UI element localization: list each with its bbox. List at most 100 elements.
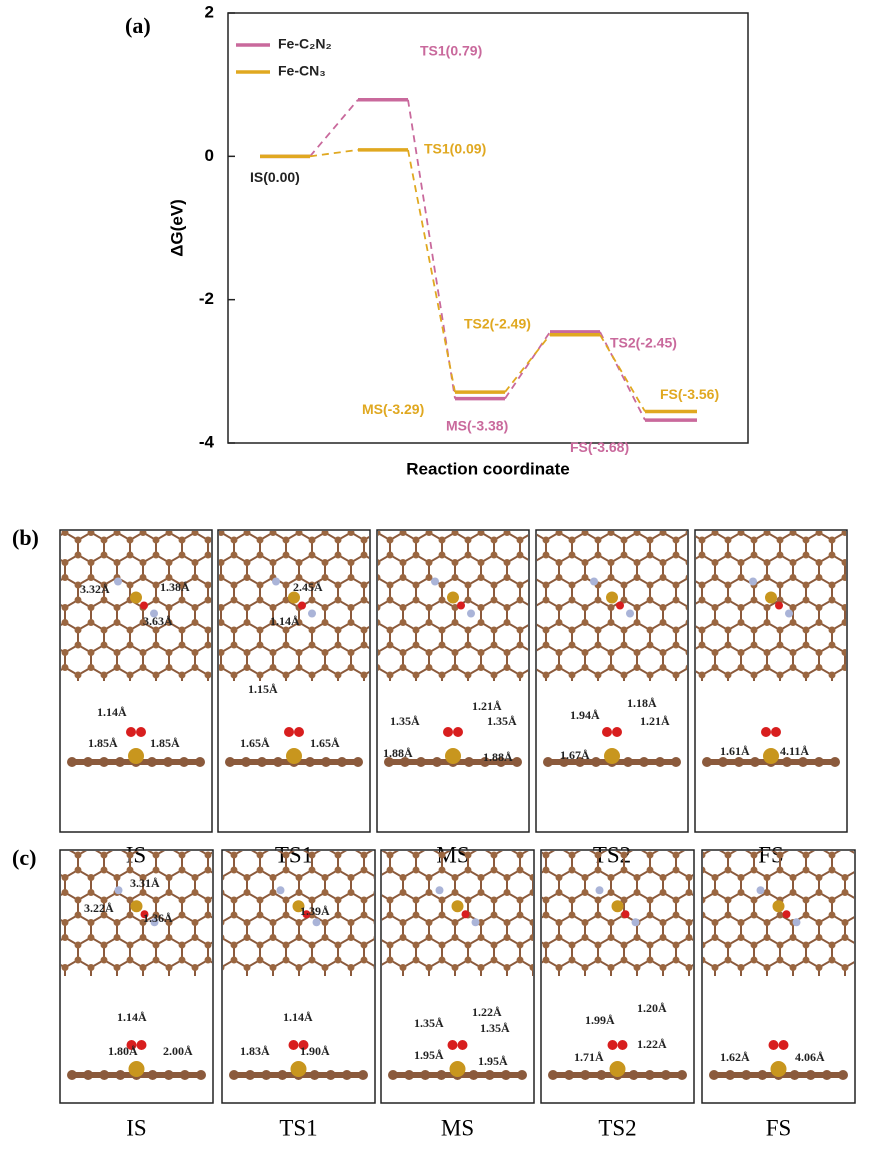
c-atom bbox=[464, 757, 474, 767]
o-atom bbox=[461, 910, 470, 919]
c-atom bbox=[147, 1070, 158, 1080]
c-atom bbox=[639, 757, 649, 767]
bond-length: 2.45Å bbox=[293, 580, 323, 594]
o-atom bbox=[447, 1040, 458, 1050]
panel-frame bbox=[540, 849, 695, 1104]
bond-length: 1.36Å bbox=[143, 911, 173, 925]
panel-caption: IS bbox=[126, 1115, 146, 1140]
n-atom bbox=[749, 577, 757, 586]
y-tick-label: 0 bbox=[205, 146, 214, 165]
c-atom bbox=[416, 757, 426, 767]
bond-length: 1.83Å bbox=[240, 1044, 270, 1058]
panel-frame bbox=[59, 529, 213, 833]
legend-label: Fe-CN₃ bbox=[278, 63, 326, 79]
value-label: FS(-3.68) bbox=[570, 439, 629, 455]
bond-length: 1.88Å bbox=[483, 750, 513, 764]
c-atom bbox=[814, 757, 824, 767]
fe-atom bbox=[445, 748, 461, 764]
c-atom bbox=[436, 1070, 447, 1080]
c-atom bbox=[580, 1070, 591, 1080]
connector bbox=[407, 149, 456, 393]
bond-length: 1.35Å bbox=[390, 714, 420, 728]
n-atom bbox=[467, 609, 475, 618]
c-atom bbox=[67, 757, 77, 767]
c-atom bbox=[358, 1070, 368, 1080]
bond-length: 1.85Å bbox=[88, 736, 118, 750]
c-atom bbox=[241, 757, 251, 767]
bond-length: 1.35Å bbox=[414, 1016, 444, 1030]
bond-length: 1.14Å bbox=[283, 1010, 313, 1024]
series: TS1(0.79) MS(-3.38) TS2(-2.45) FS(-3.68) bbox=[260, 42, 697, 455]
c-atom bbox=[591, 757, 601, 767]
lattice-top-view bbox=[378, 531, 528, 681]
bond-length: 1.14Å bbox=[117, 1010, 147, 1024]
lattice-top-view bbox=[696, 531, 846, 681]
o-atom bbox=[288, 1040, 299, 1050]
c-atom bbox=[337, 757, 347, 767]
o-atom bbox=[621, 910, 630, 919]
c-atom bbox=[305, 757, 315, 767]
c-atom bbox=[782, 757, 792, 767]
c-atom bbox=[496, 757, 506, 767]
c-atom bbox=[163, 1070, 174, 1080]
bond-length: 1.35Å bbox=[480, 1021, 510, 1035]
n-atom bbox=[471, 918, 480, 927]
o-atom bbox=[298, 1040, 309, 1050]
panel-caption: FS bbox=[766, 1115, 792, 1140]
panel-caption: TS1 bbox=[279, 1115, 317, 1140]
n-atom bbox=[626, 609, 634, 618]
panel-frame bbox=[221, 849, 376, 1104]
bond-length: 1.61Å bbox=[720, 744, 750, 758]
panel-frame bbox=[380, 849, 535, 1104]
fe-atom bbox=[763, 748, 779, 764]
c-atom bbox=[147, 757, 157, 767]
n-atom bbox=[435, 886, 444, 895]
o-atom bbox=[443, 727, 453, 737]
value-label: IS(0.00) bbox=[250, 169, 300, 185]
panel-frame bbox=[59, 849, 214, 1104]
o-atom bbox=[136, 1040, 147, 1050]
c-atom bbox=[512, 757, 522, 767]
bond-length: 3.63Å bbox=[143, 614, 173, 628]
connector bbox=[504, 334, 551, 393]
c-atom bbox=[225, 757, 235, 767]
value-label: FS(-3.56) bbox=[660, 386, 719, 402]
c-atom bbox=[559, 757, 569, 767]
bond-length: 1.21Å bbox=[640, 714, 670, 728]
c-atom bbox=[480, 757, 490, 767]
n-atom bbox=[595, 886, 604, 895]
c-atom bbox=[671, 757, 681, 767]
c-atom bbox=[677, 1070, 687, 1080]
o-atom bbox=[126, 1040, 137, 1050]
c-atom bbox=[548, 1070, 558, 1080]
fe-atom bbox=[604, 748, 620, 764]
bond-length: 3.31Å bbox=[130, 876, 160, 890]
lattice-top-view bbox=[61, 851, 212, 976]
n-atom bbox=[431, 577, 439, 586]
y-axis-label: ΔG(eV) bbox=[167, 199, 186, 257]
bond-length: 3.32Å bbox=[80, 582, 110, 596]
fe-atom bbox=[128, 1061, 145, 1077]
o-atom bbox=[136, 727, 146, 737]
c-atom bbox=[341, 1070, 352, 1080]
bond-length: 1.20Å bbox=[637, 1001, 667, 1015]
n-atom bbox=[114, 577, 122, 586]
panel-frame bbox=[694, 529, 848, 833]
c-atom bbox=[99, 1070, 110, 1080]
c-atom bbox=[321, 757, 331, 767]
c-atom bbox=[709, 1070, 719, 1080]
bond-length: 1.14Å bbox=[270, 614, 300, 628]
y-tick-label: 2 bbox=[205, 2, 214, 21]
structure-panel: 1.22Å 1.35Å 1.35Å 1.95Å 1.95Å MS bbox=[380, 849, 535, 1140]
fe-atom bbox=[447, 591, 459, 604]
y-tick-label: -2 bbox=[199, 289, 214, 308]
o-atom bbox=[298, 601, 306, 610]
c-atom bbox=[179, 757, 189, 767]
c-atom bbox=[596, 1070, 607, 1080]
lattice-top-view bbox=[542, 851, 693, 976]
value-label: MS(-3.38) bbox=[446, 417, 508, 433]
bond-length: 1.38Å bbox=[160, 580, 190, 594]
structure-panel: 1.39Å 1.14Å 1.83Å 1.90Å TS1 bbox=[221, 849, 376, 1140]
fe-atom bbox=[286, 748, 302, 764]
